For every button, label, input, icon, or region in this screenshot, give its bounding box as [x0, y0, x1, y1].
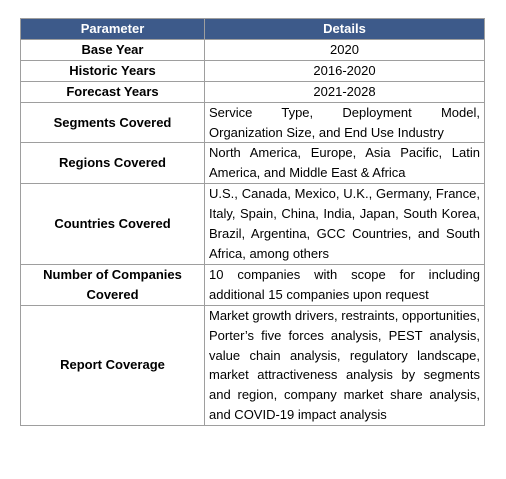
row-parameter: Forecast Years	[20, 80, 205, 103]
row-parameter: Base Year	[20, 38, 205, 61]
header-parameter: Parameter	[20, 18, 205, 40]
table-row: Segments Covered Service Type, Deploymen…	[20, 101, 485, 144]
table-row: Countries Covered U.S., Canada, Mexico, …	[20, 183, 485, 265]
row-details: Market growth drivers, restraints, oppor…	[204, 304, 485, 427]
table-row: Base Year 2020	[20, 38, 485, 61]
table-header-row: Parameter Details	[20, 18, 485, 40]
row-parameter: Countries Covered	[20, 183, 205, 265]
row-details: 10 companies with scope for including ad…	[204, 263, 485, 306]
row-details: U.S., Canada, Mexico, U.K., Germany, Fra…	[204, 183, 485, 265]
row-parameter: Segments Covered	[20, 101, 205, 144]
row-details: Service Type, Deployment Model, Organiza…	[204, 101, 485, 144]
row-details: 2020	[204, 38, 485, 61]
row-details: 2016-2020	[204, 59, 485, 82]
table-row: Report Coverage Market growth drivers, r…	[20, 304, 485, 427]
table-row: Number of Companies Covered 10 companies…	[20, 263, 485, 306]
row-details: North America, Europe, Asia Pacific, Lat…	[204, 142, 485, 185]
header-details: Details	[204, 18, 485, 40]
row-parameter: Report Coverage	[20, 304, 205, 427]
row-parameter: Historic Years	[20, 59, 205, 82]
table-row: Regions Covered North America, Europe, A…	[20, 142, 485, 185]
row-details: 2021-2028	[204, 80, 485, 103]
row-parameter: Regions Covered	[20, 142, 205, 185]
table-row: Forecast Years 2021-2028	[20, 80, 485, 103]
row-parameter: Number of Companies Covered	[20, 263, 205, 306]
table-row: Historic Years 2016-2020	[20, 59, 485, 82]
report-scope-table-container: Parameter Details Base Year 2020 Histori…	[20, 18, 485, 427]
report-scope-table: Parameter Details Base Year 2020 Histori…	[20, 18, 485, 427]
